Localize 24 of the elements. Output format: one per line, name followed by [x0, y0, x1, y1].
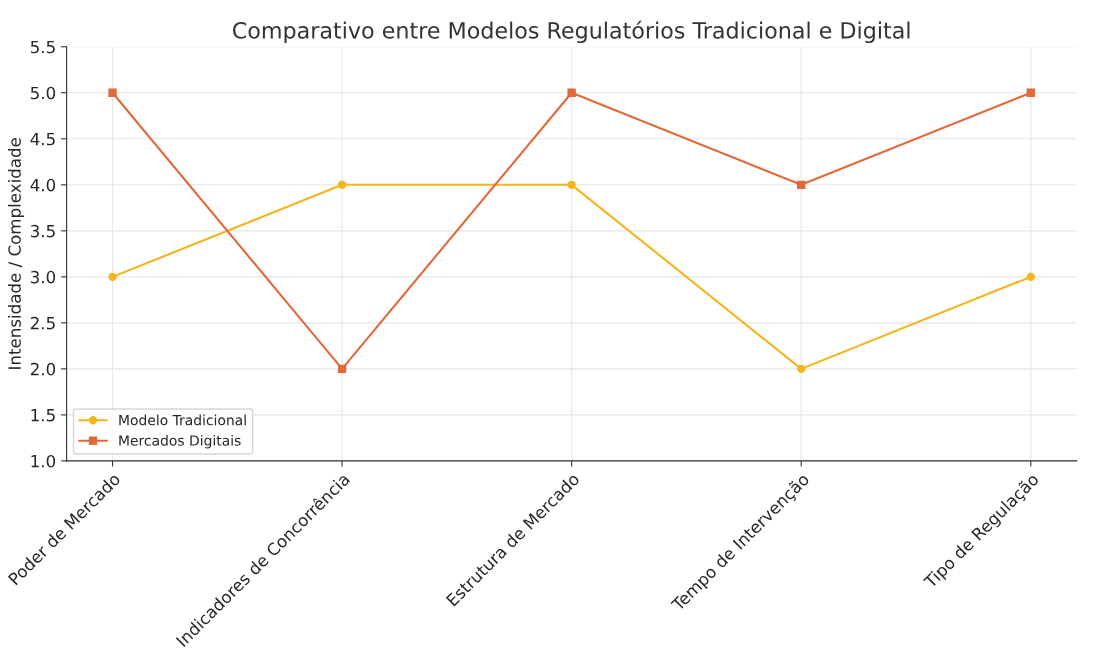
point [1026, 272, 1035, 282]
y-tick-label: 4.0 [30, 178, 56, 192]
y-tick-label: 5.0 [30, 86, 56, 100]
point [1026, 88, 1035, 97]
legend-label: Mercados Digitais [119, 434, 241, 449]
point [567, 180, 576, 189]
y-tick-label: 3.5 [30, 224, 55, 238]
point [108, 88, 117, 97]
point [567, 88, 576, 97]
point [337, 180, 347, 189]
point [337, 364, 347, 374]
point [797, 180, 806, 189]
legend-label: Modelo Tradicional [119, 414, 246, 426]
y-tick-label: 3.0 [30, 270, 56, 284]
y-tick-label: 5.5 [30, 40, 55, 54]
y-tick-label: 4.5 [30, 132, 55, 146]
y-tick-label: 1.5 [31, 409, 55, 422]
y-tick-label: 1.0 [31, 454, 56, 468]
y-axis-title: Intensidade / Complexidade [7, 138, 25, 369]
y-tick-label: 2.5 [30, 316, 55, 330]
chart-title: Comparativo entre Modelos Regulatórios Tradicional e Digital [233, 20, 910, 44]
point [797, 364, 806, 374]
y-tick-label: 2.0 [30, 362, 56, 376]
point [108, 272, 117, 282]
